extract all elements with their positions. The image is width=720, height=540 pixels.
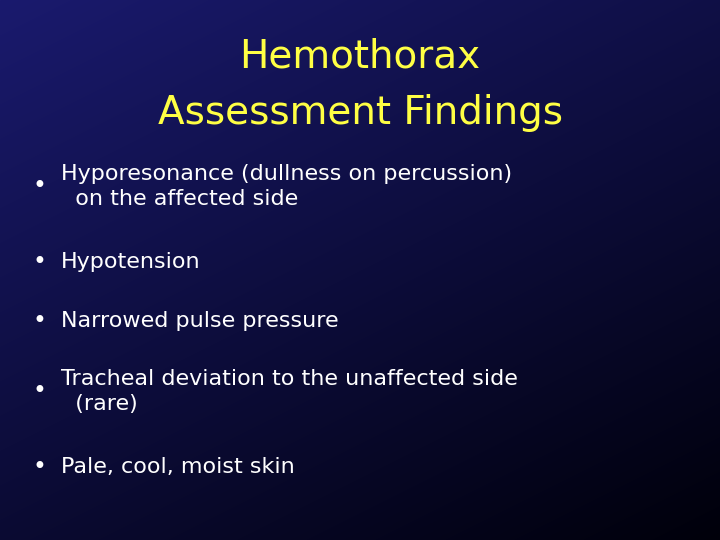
Text: Assessment Findings: Assessment Findings (158, 94, 562, 132)
Text: Pale, cool, moist skin: Pale, cool, moist skin (61, 457, 295, 477)
Text: •: • (32, 309, 47, 333)
Text: Hemothorax: Hemothorax (240, 38, 480, 76)
Text: •: • (32, 250, 47, 274)
Text: Hyporesonance (dullness on percussion)
  on the affected side: Hyporesonance (dullness on percussion) o… (61, 164, 513, 209)
Text: •: • (32, 174, 47, 198)
Text: •: • (32, 455, 47, 479)
Text: Tracheal deviation to the unaffected side
  (rare): Tracheal deviation to the unaffected sid… (61, 369, 518, 414)
Text: •: • (32, 380, 47, 403)
Text: Hypotension: Hypotension (61, 252, 201, 272)
Text: Narrowed pulse pressure: Narrowed pulse pressure (61, 311, 339, 332)
